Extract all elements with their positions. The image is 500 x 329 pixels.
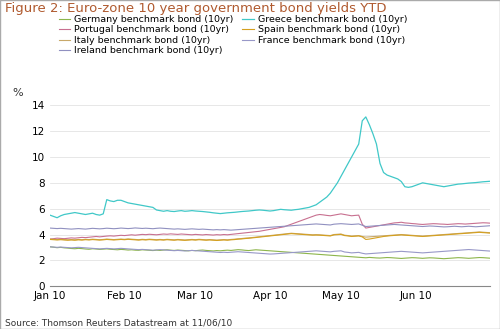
Spain benchmark bond (10yr)	[420, 235, 426, 239]
France benchmark bond (10yr)	[430, 250, 436, 254]
Spain benchmark bond (10yr)	[214, 239, 220, 242]
Germany benchmark bond (10yr)	[320, 253, 326, 257]
Greece benchmark bond (10yr)	[54, 216, 60, 220]
France benchmark bond (10yr)	[462, 248, 468, 252]
Spain benchmark bond (10yr)	[462, 231, 468, 235]
Italy benchmark bond (10yr)	[150, 238, 156, 241]
Ireland benchmark bond (10yr)	[47, 226, 53, 230]
Ireland benchmark bond (10yr)	[150, 227, 156, 231]
Germany benchmark bond (10yr)	[160, 248, 166, 252]
Ireland benchmark bond (10yr)	[160, 226, 166, 230]
France benchmark bond (10yr)	[324, 250, 330, 254]
Greece benchmark bond (10yr)	[47, 213, 53, 217]
Italy benchmark bond (10yr)	[214, 238, 220, 242]
France benchmark bond (10yr)	[47, 245, 53, 249]
Portugal benchmark bond (10yr)	[160, 232, 166, 236]
France benchmark bond (10yr)	[150, 248, 156, 252]
Italy benchmark bond (10yr)	[462, 231, 468, 235]
Portugal benchmark bond (10yr)	[430, 222, 436, 226]
Germany benchmark bond (10yr)	[441, 257, 447, 261]
Portugal benchmark bond (10yr)	[47, 237, 53, 241]
Portugal benchmark bond (10yr)	[462, 222, 468, 226]
Text: %: %	[12, 88, 23, 98]
Portugal benchmark bond (10yr)	[150, 233, 156, 237]
Italy benchmark bond (10yr)	[476, 230, 482, 234]
Greece benchmark bond (10yr)	[423, 182, 429, 186]
Germany benchmark bond (10yr)	[416, 256, 422, 260]
Ireland benchmark bond (10yr)	[434, 224, 440, 228]
Ireland benchmark bond (10yr)	[324, 223, 330, 227]
Text: Source: Thomson Reuters Datastream at 11/06/10: Source: Thomson Reuters Datastream at 11…	[5, 318, 232, 327]
Greece benchmark bond (10yr)	[487, 179, 493, 183]
Ireland benchmark bond (10yr)	[338, 222, 344, 226]
Spain benchmark bond (10yr)	[324, 234, 330, 238]
France benchmark bond (10yr)	[420, 251, 426, 255]
Greece benchmark bond (10yr)	[434, 184, 440, 188]
Legend: Germany benchmark bond (10yr), Portugal benchmark bond (10yr), Italy benchmark b: Germany benchmark bond (10yr), Portugal …	[54, 11, 411, 59]
Line: Portugal benchmark bond (10yr): Portugal benchmark bond (10yr)	[50, 214, 490, 239]
Italy benchmark bond (10yr)	[160, 238, 166, 242]
Spain benchmark bond (10yr)	[487, 231, 493, 235]
Germany benchmark bond (10yr)	[462, 256, 468, 260]
Greece benchmark bond (10yr)	[164, 209, 170, 213]
France benchmark bond (10yr)	[160, 248, 166, 252]
Germany benchmark bond (10yr)	[150, 249, 156, 253]
Italy benchmark bond (10yr)	[487, 231, 493, 235]
Germany benchmark bond (10yr)	[47, 245, 53, 249]
Line: Greece benchmark bond (10yr): Greece benchmark bond (10yr)	[50, 117, 490, 218]
Greece benchmark bond (10yr)	[466, 181, 471, 185]
Portugal benchmark bond (10yr)	[487, 221, 493, 225]
Greece benchmark bond (10yr)	[154, 208, 160, 212]
Line: Germany benchmark bond (10yr): Germany benchmark bond (10yr)	[50, 247, 490, 259]
Germany benchmark bond (10yr)	[426, 256, 432, 260]
Line: Italy benchmark bond (10yr): Italy benchmark bond (10yr)	[50, 232, 490, 240]
Italy benchmark bond (10yr)	[430, 233, 436, 237]
Ireland benchmark bond (10yr)	[466, 224, 471, 228]
Italy benchmark bond (10yr)	[47, 237, 53, 241]
Germany benchmark bond (10yr)	[487, 256, 493, 260]
Spain benchmark bond (10yr)	[150, 238, 156, 242]
Portugal benchmark bond (10yr)	[338, 212, 344, 216]
France benchmark bond (10yr)	[267, 252, 273, 256]
Ireland benchmark bond (10yr)	[423, 224, 429, 228]
Italy benchmark bond (10yr)	[420, 234, 426, 238]
Spain benchmark bond (10yr)	[47, 238, 53, 241]
Spain benchmark bond (10yr)	[160, 238, 166, 242]
Ireland benchmark bond (10yr)	[228, 228, 234, 232]
France benchmark bond (10yr)	[487, 249, 493, 253]
Line: Spain benchmark bond (10yr): Spain benchmark bond (10yr)	[50, 232, 490, 240]
Portugal benchmark bond (10yr)	[320, 213, 326, 217]
Spain benchmark bond (10yr)	[476, 230, 482, 234]
Ireland benchmark bond (10yr)	[487, 224, 493, 228]
Text: Figure 2: Euro-zone 10 year government bond yields YTD: Figure 2: Euro-zone 10 year government b…	[5, 2, 386, 15]
Greece benchmark bond (10yr)	[324, 195, 330, 199]
Line: France benchmark bond (10yr): France benchmark bond (10yr)	[50, 247, 490, 254]
Spain benchmark bond (10yr)	[430, 234, 436, 238]
Line: Ireland benchmark bond (10yr): Ireland benchmark bond (10yr)	[50, 224, 490, 230]
Portugal benchmark bond (10yr)	[420, 222, 426, 226]
Italy benchmark bond (10yr)	[324, 233, 330, 237]
Greece benchmark bond (10yr)	[363, 115, 369, 119]
